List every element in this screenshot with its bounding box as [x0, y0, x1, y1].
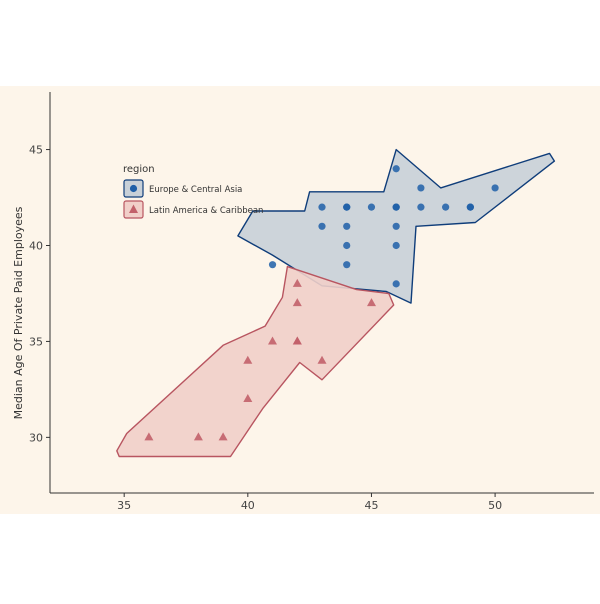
- x-tick-label: 45: [364, 499, 378, 512]
- data-point-triangle: [367, 298, 376, 307]
- x-tick-label: 50: [488, 499, 502, 512]
- data-point-circle: [466, 203, 474, 211]
- data-point-circle: [392, 165, 400, 173]
- data-point-triangle: [193, 432, 203, 441]
- legend-title: region: [123, 164, 155, 175]
- data-point-circle: [392, 241, 400, 250]
- legend-triangle-icon: [129, 204, 138, 213]
- data-point-triangle: [218, 432, 228, 441]
- data-point-circle: [417, 184, 425, 192]
- data-point-circle: [491, 184, 499, 192]
- data-point-circle: [392, 203, 400, 211]
- data-point-circle: [417, 203, 425, 211]
- data-point-circle: [318, 222, 326, 230]
- y-tick-label: 30: [29, 431, 43, 444]
- data-point-triangle: [317, 355, 327, 364]
- axes-layer: 35 40 45 50 30 35 40 45: [29, 92, 594, 512]
- hull-latin-america-caribbean: [116, 265, 395, 458]
- legend: region Europe & Central Asia Latin America…: [123, 164, 263, 219]
- data-point-triangle: [243, 355, 253, 364]
- legend-circle-icon: [129, 184, 138, 193]
- y-axis-title: Median Age Of Private Paid Employees: [12, 206, 25, 419]
- y-tick-label: 40: [29, 239, 43, 252]
- data-point-triangle: [144, 432, 154, 441]
- x-tick-label: 40: [241, 499, 255, 512]
- data-point-triangle: [292, 336, 302, 345]
- y-tick-label: 35: [29, 335, 43, 348]
- data-point-triangle: [292, 298, 302, 307]
- data-point-circle: [442, 203, 450, 211]
- data-point-circle: [318, 203, 326, 211]
- y-tick-label: 45: [29, 144, 43, 157]
- data-point-triangle: [243, 394, 253, 402]
- data-point-circle: [392, 222, 400, 230]
- legend-label-europe-central-asia: Europe & Central Asia: [149, 185, 242, 195]
- data-point-triangle: [292, 278, 302, 287]
- data-point-circle: [343, 261, 351, 269]
- data-point-circle: [392, 280, 400, 288]
- data-point-triangle: [268, 336, 277, 345]
- points-layer: [144, 165, 499, 441]
- data-point-circle: [367, 203, 376, 211]
- x-tick-label: 35: [117, 499, 131, 512]
- data-point-circle: [343, 203, 351, 211]
- data-point-circle: [343, 241, 351, 250]
- data-point-circle: [343, 222, 351, 230]
- legend-label-latin-america-caribbean: Latin America & Caribbean: [149, 206, 263, 216]
- data-point-circle: [268, 261, 277, 269]
